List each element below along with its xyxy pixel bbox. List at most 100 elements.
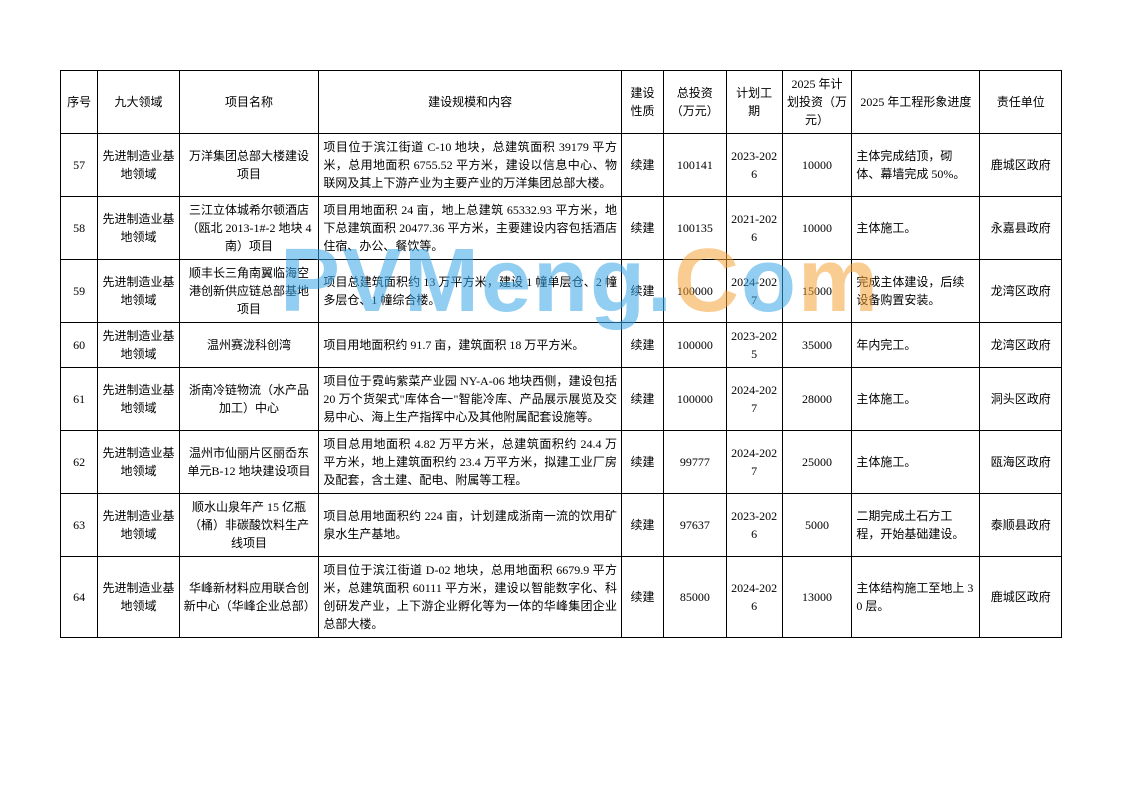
cell-seq: 64 xyxy=(61,557,98,638)
cell-desc: 项目用地面积约 91.7 亩，建筑面积 18 万平方米。 xyxy=(319,323,622,368)
cell-desc: 项目用地面积 24 亩，地上总建筑 65332.93 平方米，地下总建筑面积 2… xyxy=(319,197,622,260)
cell-prop: 续建 xyxy=(622,494,664,557)
cell-name: 三江立体城希尔顿酒店（瓯北 2013-1#-2 地块 4 南）项目 xyxy=(179,197,319,260)
cell-prop: 续建 xyxy=(622,368,664,431)
cell-seq: 57 xyxy=(61,134,98,197)
cell-resp: 永嘉县政府 xyxy=(980,197,1062,260)
cell-plan: 25000 xyxy=(782,431,852,494)
cell-desc: 项目总用地面积约 224 亩，计划建成浙南一流的饮用矿泉水生产基地。 xyxy=(319,494,622,557)
header-resp: 责任单位 xyxy=(980,71,1062,134)
cell-plan: 13000 xyxy=(782,557,852,638)
cell-inv: 85000 xyxy=(663,557,726,638)
cell-inv: 100000 xyxy=(663,260,726,323)
cell-domain: 先进制造业基地领域 xyxy=(98,197,179,260)
cell-inv: 100135 xyxy=(663,197,726,260)
cell-domain: 先进制造业基地领域 xyxy=(98,494,179,557)
cell-inv: 100000 xyxy=(663,368,726,431)
cell-period: 2023-2026 xyxy=(726,134,782,197)
cell-seq: 60 xyxy=(61,323,98,368)
cell-domain: 先进制造业基地领域 xyxy=(98,431,179,494)
cell-period: 2024-2026 xyxy=(726,557,782,638)
cell-prop: 续建 xyxy=(622,260,664,323)
cell-period: 2023-2025 xyxy=(726,323,782,368)
cell-desc: 项目位于滨江街道 C-10 地块，总建筑面积 39179 平方米，总用地面积 6… xyxy=(319,134,622,197)
cell-prog: 二期完成土石方工程，开始基础建设。 xyxy=(852,494,980,557)
cell-resp: 龙湾区政府 xyxy=(980,323,1062,368)
cell-seq: 62 xyxy=(61,431,98,494)
table-row: 63先进制造业基地领域顺水山泉年产 15 亿瓶（桶）非碳酸饮料生产线项目项目总用… xyxy=(61,494,1062,557)
table-row: 57先进制造业基地领域万洋集团总部大楼建设项目项目位于滨江街道 C-10 地块，… xyxy=(61,134,1062,197)
cell-name: 顺水山泉年产 15 亿瓶（桶）非碳酸饮料生产线项目 xyxy=(179,494,319,557)
cell-resp: 洞头区政府 xyxy=(980,368,1062,431)
cell-prog: 主体施工。 xyxy=(852,368,980,431)
table-row: 58先进制造业基地领域三江立体城希尔顿酒店（瓯北 2013-1#-2 地块 4 … xyxy=(61,197,1062,260)
cell-prog: 主体完成结顶，砌体、幕墙完成 50%。 xyxy=(852,134,980,197)
cell-prog: 完成主体建设，后续设备购置安装。 xyxy=(852,260,980,323)
header-inv: 总投资（万元） xyxy=(663,71,726,134)
header-name: 项目名称 xyxy=(179,71,319,134)
table-row: 61先进制造业基地领域浙南冷链物流（水产品加工）中心项目位于霓屿紫菜产业园 NY… xyxy=(61,368,1062,431)
header-prog: 2025 年工程形象进度 xyxy=(852,71,980,134)
cell-prog: 主体施工。 xyxy=(852,431,980,494)
cell-prog: 年内完工。 xyxy=(852,323,980,368)
cell-seq: 61 xyxy=(61,368,98,431)
cell-domain: 先进制造业基地领域 xyxy=(98,557,179,638)
table-row: 62先进制造业基地领域温州市仙丽片区丽岙东单元B-12 地块建设项目项目总用地面… xyxy=(61,431,1062,494)
header-plan: 2025 年计划投资（万元） xyxy=(782,71,852,134)
cell-seq: 59 xyxy=(61,260,98,323)
cell-domain: 先进制造业基地领域 xyxy=(98,323,179,368)
cell-name: 温州赛泷科创湾 xyxy=(179,323,319,368)
cell-plan: 28000 xyxy=(782,368,852,431)
cell-inv: 100141 xyxy=(663,134,726,197)
projects-table: 序号 九大领域 项目名称 建设规模和内容 建设性质 总投资（万元） 计划工期 2… xyxy=(60,70,1062,638)
table-row: 60先进制造业基地领域温州赛泷科创湾项目用地面积约 91.7 亩，建筑面积 18… xyxy=(61,323,1062,368)
cell-prog: 主体施工。 xyxy=(852,197,980,260)
cell-period: 2024-2027 xyxy=(726,431,782,494)
cell-prop: 续建 xyxy=(622,557,664,638)
header-row: 序号 九大领域 项目名称 建设规模和内容 建设性质 总投资（万元） 计划工期 2… xyxy=(61,71,1062,134)
cell-prop: 续建 xyxy=(622,197,664,260)
cell-resp: 鹿城区政府 xyxy=(980,557,1062,638)
header-domain: 九大领域 xyxy=(98,71,179,134)
cell-inv: 100000 xyxy=(663,323,726,368)
cell-plan: 10000 xyxy=(782,134,852,197)
cell-desc: 项目总建筑面积约 13 万平方米，建设 1 幢单层仓、2 幢多层仓、1 幢综合楼… xyxy=(319,260,622,323)
cell-period: 2024-2027 xyxy=(726,260,782,323)
cell-resp: 龙湾区政府 xyxy=(980,260,1062,323)
cell-name: 浙南冷链物流（水产品加工）中心 xyxy=(179,368,319,431)
cell-desc: 项目位于滨江街道 D-02 地块，总用地面积 6679.9 平方米，总建筑面积 … xyxy=(319,557,622,638)
cell-name: 温州市仙丽片区丽岙东单元B-12 地块建设项目 xyxy=(179,431,319,494)
cell-period: 2023-2026 xyxy=(726,494,782,557)
cell-plan: 10000 xyxy=(782,197,852,260)
header-seq: 序号 xyxy=(61,71,98,134)
cell-plan: 15000 xyxy=(782,260,852,323)
cell-resp: 泰顺县政府 xyxy=(980,494,1062,557)
cell-prop: 续建 xyxy=(622,134,664,197)
cell-prop: 续建 xyxy=(622,323,664,368)
cell-name: 万洋集团总部大楼建设项目 xyxy=(179,134,319,197)
cell-desc: 项目总用地面积 4.82 万平方米，总建筑面积约 24.4 万平方米，地上建筑面… xyxy=(319,431,622,494)
header-desc: 建设规模和内容 xyxy=(319,71,622,134)
cell-plan: 35000 xyxy=(782,323,852,368)
cell-desc: 项目位于霓屿紫菜产业园 NY-A-06 地块西侧，建设包括 20 万个货架式"库… xyxy=(319,368,622,431)
cell-period: 2021-2026 xyxy=(726,197,782,260)
cell-inv: 99777 xyxy=(663,431,726,494)
cell-name: 华峰新材料应用联合创新中心（华峰企业总部） xyxy=(179,557,319,638)
cell-domain: 先进制造业基地领域 xyxy=(98,260,179,323)
header-period: 计划工期 xyxy=(726,71,782,134)
cell-name: 顺丰长三角南翼临海空港创新供应链总部基地项目 xyxy=(179,260,319,323)
cell-period: 2024-2027 xyxy=(726,368,782,431)
cell-prog: 主体结构施工至地上 30 层。 xyxy=(852,557,980,638)
cell-seq: 63 xyxy=(61,494,98,557)
table-row: 64先进制造业基地领域华峰新材料应用联合创新中心（华峰企业总部）项目位于滨江街道… xyxy=(61,557,1062,638)
table-row: 59先进制造业基地领域顺丰长三角南翼临海空港创新供应链总部基地项目项目总建筑面积… xyxy=(61,260,1062,323)
header-prop: 建设性质 xyxy=(622,71,664,134)
cell-inv: 97637 xyxy=(663,494,726,557)
cell-plan: 5000 xyxy=(782,494,852,557)
cell-domain: 先进制造业基地领域 xyxy=(98,134,179,197)
cell-seq: 58 xyxy=(61,197,98,260)
cell-domain: 先进制造业基地领域 xyxy=(98,368,179,431)
cell-resp: 瓯海区政府 xyxy=(980,431,1062,494)
cell-resp: 鹿城区政府 xyxy=(980,134,1062,197)
cell-prop: 续建 xyxy=(622,431,664,494)
